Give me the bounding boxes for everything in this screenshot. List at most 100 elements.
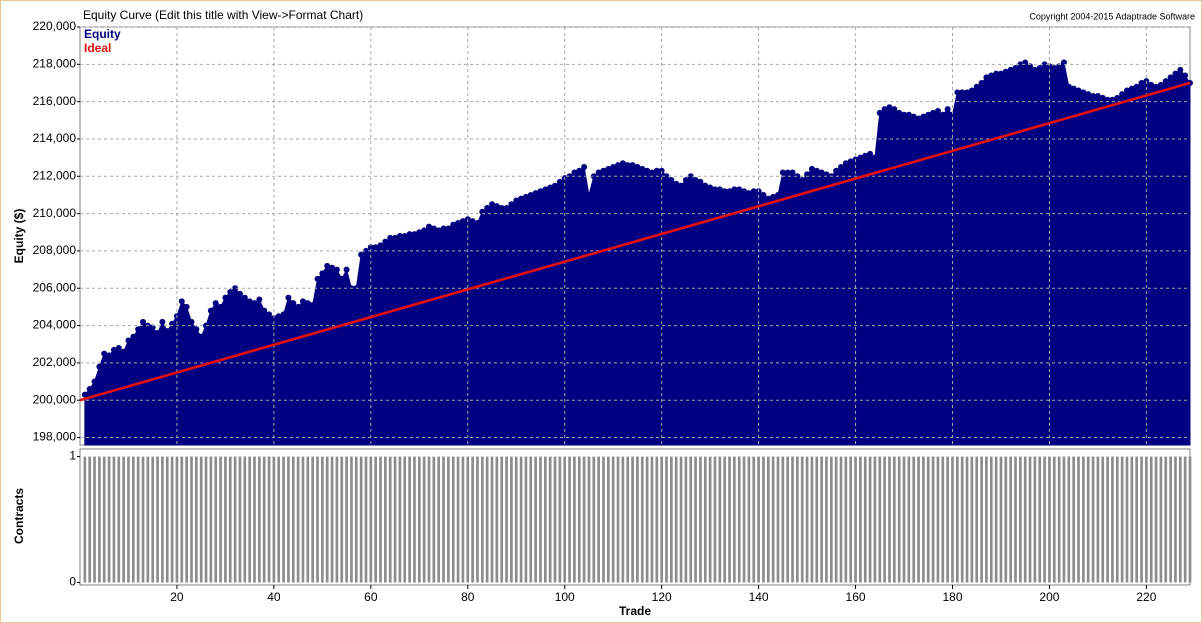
equity-point [925, 111, 932, 118]
equity-point [1031, 66, 1038, 73]
contract-bar [321, 456, 324, 583]
equity-point [1114, 94, 1121, 101]
equity-point [726, 188, 733, 195]
contract-bar [199, 456, 203, 583]
contract-bar [1009, 456, 1012, 583]
equity-point [639, 165, 646, 172]
contract-bar [912, 456, 916, 583]
equity-point [125, 337, 132, 344]
contract-bar [674, 456, 678, 583]
equity-point [503, 205, 510, 212]
equity-point [949, 111, 956, 118]
equity-point [930, 109, 937, 116]
equity-point [425, 223, 432, 230]
contract-bar [868, 456, 872, 583]
y-tick-label: 210,000 [33, 206, 77, 220]
x-tick-label: 80 [461, 590, 475, 604]
equity-point [372, 244, 379, 251]
contract-bar [1033, 456, 1037, 583]
equity-point [571, 169, 578, 176]
x-tick-label: 160 [846, 590, 866, 604]
contract-bar [548, 456, 552, 583]
contract-bar [243, 456, 247, 583]
contract-bar [442, 456, 445, 583]
contract-bar [505, 456, 508, 583]
equity-point [232, 285, 239, 292]
equity-point [605, 165, 612, 172]
contract-bar [960, 456, 964, 583]
equity-point [901, 111, 908, 118]
equity-point [857, 154, 864, 161]
contract-bar [611, 456, 615, 583]
equity-point [285, 294, 292, 301]
equity-point [905, 111, 912, 118]
equity-point [455, 219, 462, 226]
contract-bar [791, 456, 794, 583]
equity-point [624, 162, 631, 169]
equity-point [140, 318, 147, 325]
equity-point [658, 167, 665, 174]
contract-bar [946, 456, 949, 583]
equity-point [440, 225, 447, 232]
contract-bar [994, 456, 998, 583]
contract-bar [902, 456, 906, 583]
equity-point [716, 186, 723, 193]
contract-bar [1077, 456, 1080, 583]
contract-bar [718, 456, 722, 583]
contract-bar [408, 456, 411, 583]
contract-bar [626, 456, 630, 583]
contract-bar [917, 456, 920, 583]
contract-bar [233, 456, 237, 583]
equity-point [459, 218, 466, 225]
y-tick-label: 200,000 [33, 392, 77, 406]
contract-bar [107, 456, 111, 583]
contract-bar [892, 456, 896, 583]
equity-point [1099, 94, 1106, 101]
equity-point [779, 169, 786, 176]
equity-point [774, 191, 781, 198]
equity-point [1094, 93, 1101, 100]
y-tick-label: 0 [69, 575, 76, 589]
equity-point [135, 326, 142, 333]
contract-bar [956, 456, 959, 583]
contract-bar [359, 456, 363, 583]
contract-bar [1043, 456, 1046, 583]
legend-entry: Ideal [84, 41, 111, 55]
equity-point [309, 302, 316, 309]
equity-point [1182, 72, 1189, 79]
equity-point [106, 352, 113, 359]
equity-point [411, 231, 418, 238]
equity-point [678, 182, 685, 189]
equity-point [983, 74, 990, 81]
x-tick-label: 140 [749, 590, 769, 604]
contract-bar [1082, 456, 1085, 583]
equity-point [760, 191, 767, 198]
x-tick-label: 60 [364, 590, 378, 604]
equity-point [847, 158, 854, 165]
contract-bar [970, 456, 974, 583]
y-axis-label: Contracts [12, 488, 26, 544]
contract-bar [156, 456, 159, 583]
equity-point [333, 266, 340, 273]
equity-point [707, 184, 714, 191]
contract-bar [703, 456, 707, 583]
contract-bar [762, 456, 765, 583]
contract-bar [350, 456, 353, 583]
equity-point [741, 188, 748, 195]
contract-bar [413, 456, 416, 583]
contract-bar [1096, 456, 1100, 583]
equity-point [1138, 79, 1145, 86]
contract-bar [437, 456, 441, 583]
equity-point [401, 233, 408, 239]
contract-bar [1052, 456, 1056, 583]
contract-bar [354, 456, 358, 583]
contract-bar [340, 456, 344, 583]
contract-bar [456, 456, 460, 583]
equity-point [299, 298, 306, 305]
contract-bar [1154, 456, 1158, 583]
contract-bar [510, 456, 513, 583]
equity-point [212, 300, 219, 307]
contract-bar [660, 456, 663, 583]
y-tick-label: 206,000 [33, 280, 77, 294]
contract-bar [146, 456, 150, 583]
